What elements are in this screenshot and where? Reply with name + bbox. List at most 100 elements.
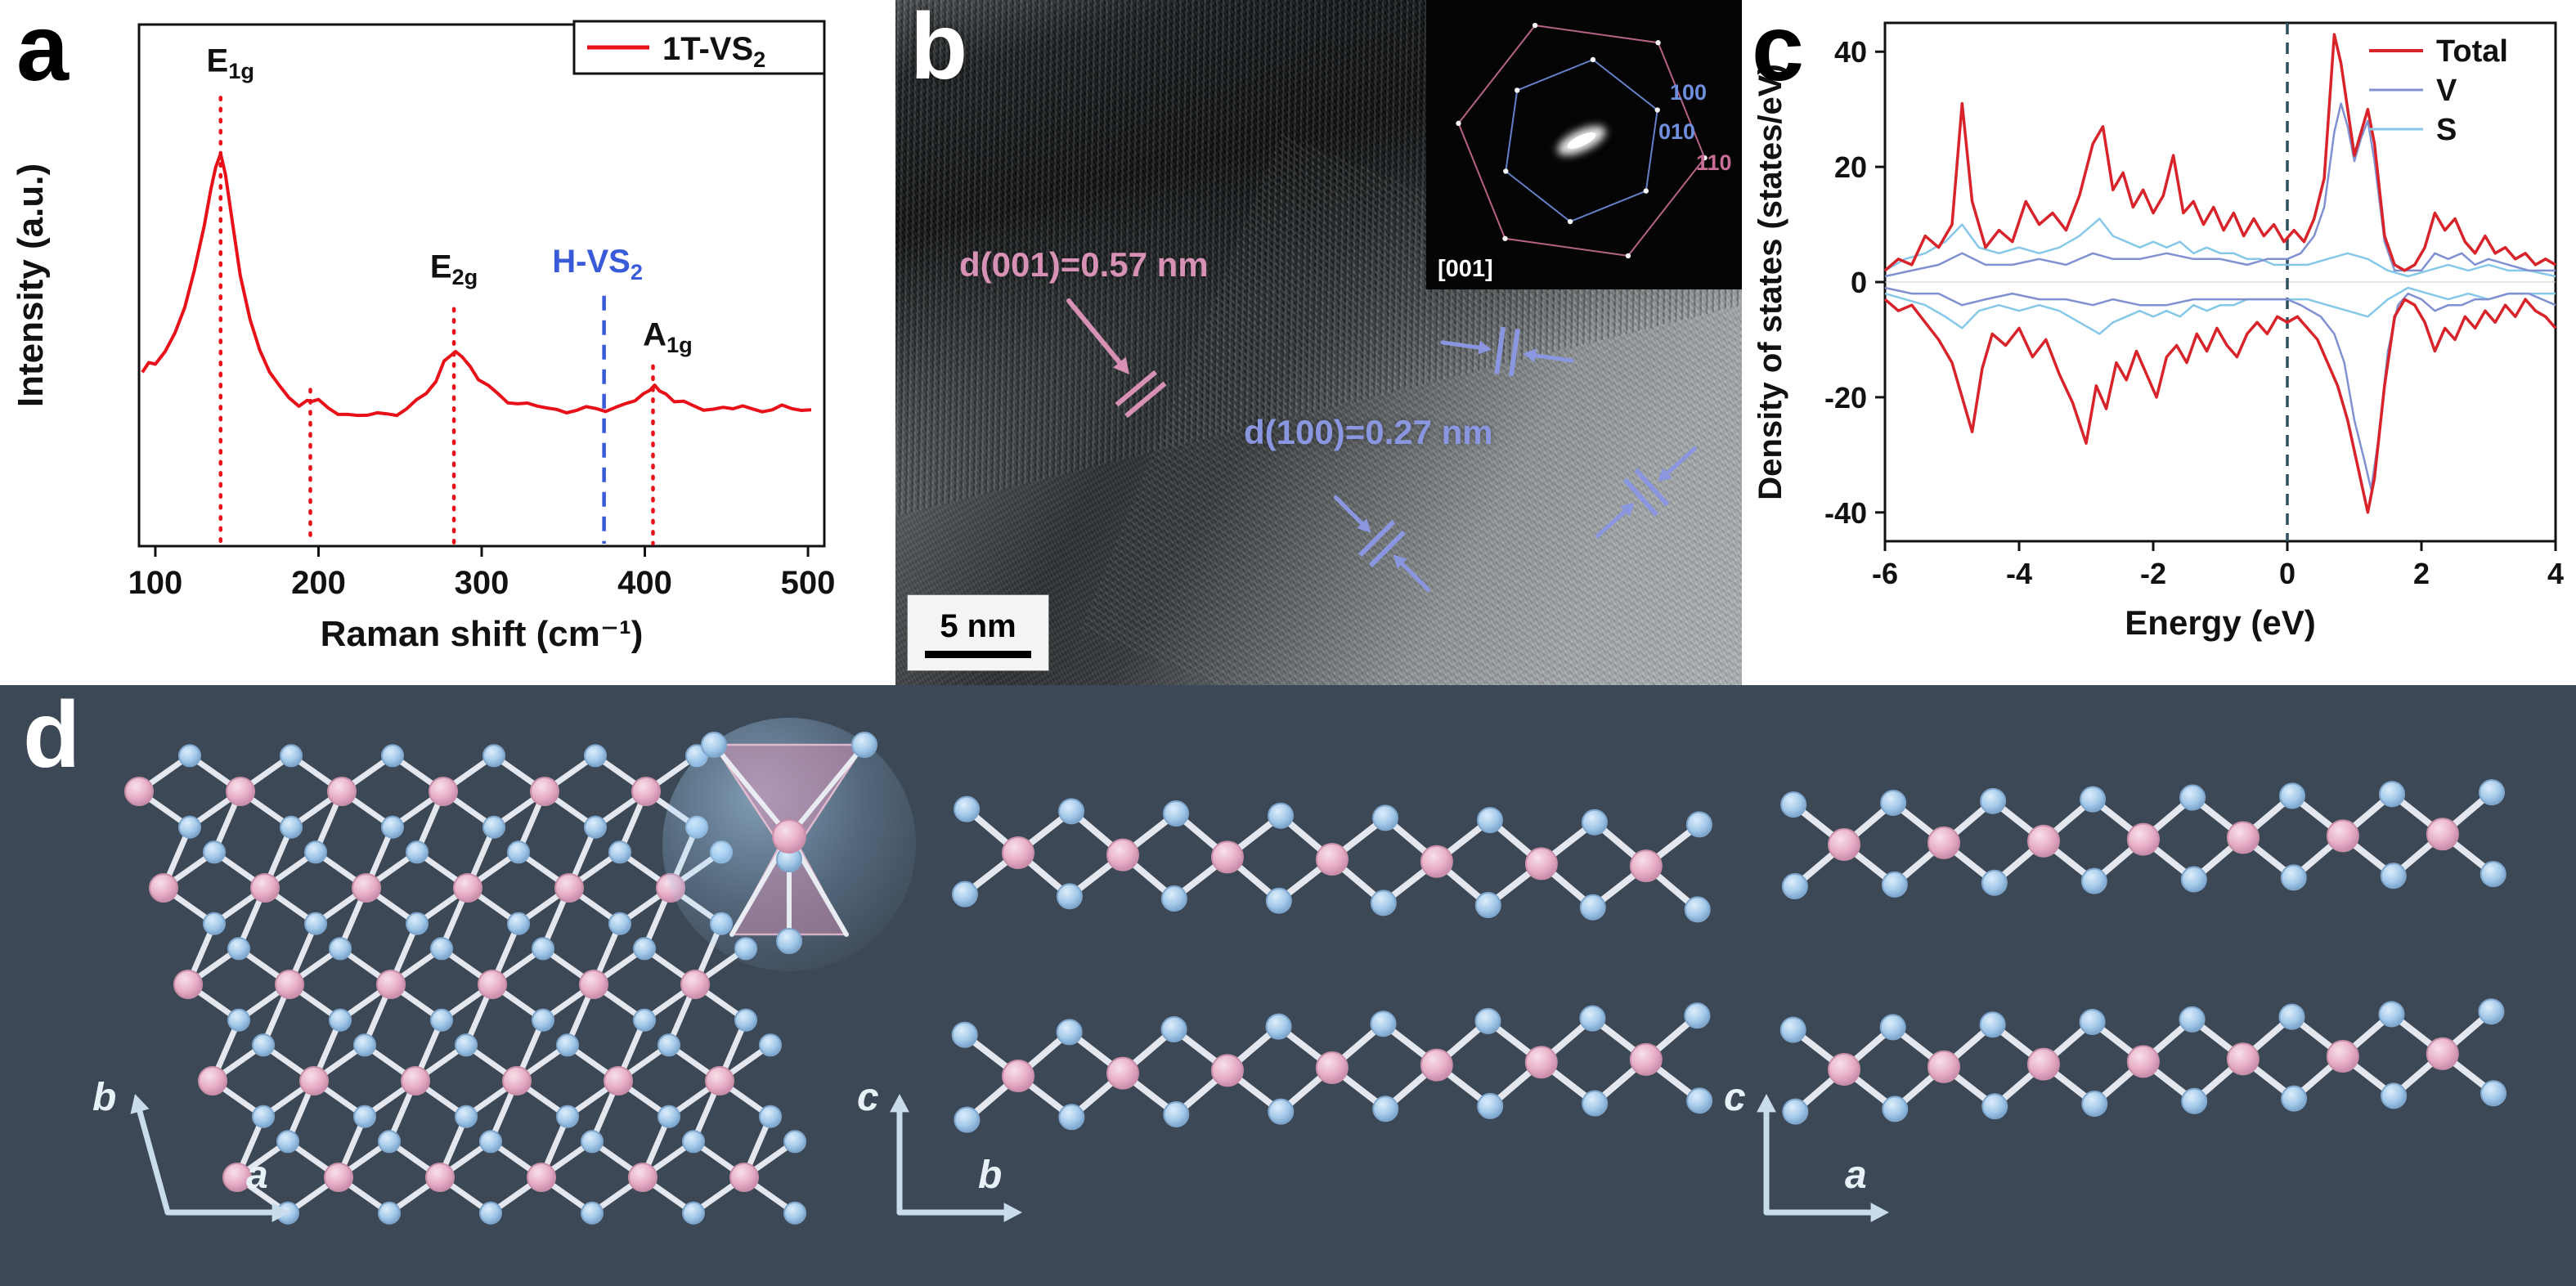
v-atom [198, 1066, 227, 1096]
structure-top-view [124, 744, 806, 1225]
axes-side-view-b: cb [857, 1076, 1022, 1222]
v-atom [1524, 847, 1558, 880]
arrow-head [1003, 1203, 1022, 1222]
s-atom [304, 912, 327, 935]
s-atom [1265, 887, 1292, 914]
v-atom [2426, 818, 2459, 851]
v-atom [502, 1066, 532, 1096]
x-axis-ticks: 100 200 300 400 500 [128, 546, 835, 601]
legend-label: Total [2436, 34, 2508, 69]
v-atom [222, 1163, 252, 1192]
x-tick-label: -2 [2140, 557, 2166, 590]
panel-tem: d(001)=0.57 nm d(100)=0.27 nm 100 010 110 [… [895, 0, 1742, 685]
arrow-shaft [137, 1109, 171, 1216]
s-atom [954, 795, 981, 822]
v-atom [527, 1163, 556, 1192]
v-atom [1315, 843, 1349, 876]
plane-bar [1494, 326, 1506, 374]
s-atom [608, 912, 631, 935]
axis-label-c: c [857, 1076, 879, 1119]
arrow-head [130, 1094, 150, 1114]
diffraction-spot [1503, 168, 1509, 174]
axes-top-view: ba [92, 1076, 290, 1222]
s-atom [682, 1130, 705, 1154]
arrow-head [1112, 356, 1129, 374]
s-atom [759, 1105, 782, 1128]
s-atom [329, 1008, 352, 1032]
v-atom [2426, 1037, 2459, 1070]
v-atom [772, 819, 806, 854]
s-atom [608, 840, 631, 864]
s-atom [1782, 1098, 1809, 1125]
v-atom [604, 1066, 633, 1096]
x-tick-label: 300 [455, 565, 509, 601]
s-atom [1056, 883, 1083, 910]
bond [787, 742, 867, 839]
axis-label-b: b [92, 1076, 116, 1119]
s-atom [378, 1130, 401, 1154]
s-atom [1880, 789, 1907, 816]
v-atom [1210, 840, 1244, 874]
s-atom [378, 1201, 401, 1225]
s-atom [1881, 871, 1908, 898]
arrow-head [1393, 554, 1407, 569]
structure-side-b-layer2 [951, 1002, 1713, 1133]
v-atom [631, 777, 661, 806]
v-atom [579, 970, 608, 999]
s-atom [1979, 1011, 2006, 1038]
s-atom [2379, 781, 2406, 808]
panel-dos: c -6 -4 -2 0 2 4 -40 -20 0 20 40 Energy (eV) Density… [1742, 0, 2576, 685]
legend-label: V [2436, 74, 2457, 108]
axis-label-a: a [1845, 1154, 1867, 1197]
v-atom [1420, 845, 1453, 878]
s-atom [851, 732, 877, 758]
s-atom [1981, 1093, 2008, 1120]
s-atom [657, 1105, 680, 1128]
v-atom [1002, 836, 1034, 869]
v-atom [554, 873, 584, 903]
axes-side-view-a: ca [1724, 1076, 1889, 1222]
s-atom [178, 815, 201, 839]
s-atom [657, 1033, 680, 1057]
v-atom [1106, 838, 1139, 872]
diffraction-spot [1643, 188, 1649, 194]
peak-label: E1g [207, 43, 254, 83]
s-atom [1579, 894, 1606, 921]
s-atom [381, 815, 404, 839]
s-atom [776, 928, 802, 954]
s-atom [2279, 782, 2306, 809]
plane-bar [1368, 530, 1406, 567]
s-atom [430, 1008, 453, 1032]
v-atom [530, 777, 559, 806]
s-atom [1474, 892, 1501, 919]
arrow-shaft [1400, 562, 1431, 593]
v-atom [729, 1163, 759, 1192]
y-tick-label: 20 [1834, 150, 1867, 184]
d001-spacing-label: d(001)=0.57 nm [959, 245, 1209, 284]
v-atom [425, 1163, 455, 1192]
diffraction-spot [1590, 56, 1596, 63]
v-atom [275, 970, 304, 999]
s-atom [482, 815, 505, 839]
s-atom [2480, 861, 2506, 888]
v-atom [173, 970, 203, 999]
v-atom [1629, 849, 1663, 883]
x-tick-label: -6 [1872, 557, 1898, 590]
v-atom [453, 873, 482, 903]
peak-label: H-VS2 [552, 244, 643, 285]
bond [711, 742, 792, 839]
s-atom [353, 1105, 376, 1128]
arrow-shaft [1333, 495, 1364, 526]
s-atom [1268, 1098, 1295, 1125]
s-atom [2380, 863, 2407, 889]
panel-label-a: a [16, 0, 69, 101]
panel-label-b: b [910, 0, 968, 99]
diffraction-spot [1456, 120, 1461, 127]
legend-label: S [2436, 113, 2457, 147]
s-atom [1160, 885, 1187, 912]
arrow-shaft [1595, 509, 1627, 539]
arrow-shaft [1533, 353, 1574, 363]
v-atom [1524, 1046, 1558, 1079]
